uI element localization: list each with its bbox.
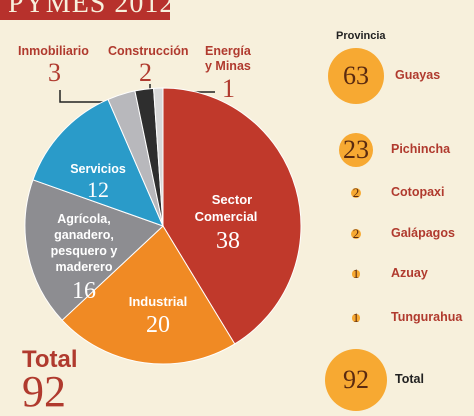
value-comercial: 38 [216,228,240,254]
label-energia-line2: y Minas [205,59,251,73]
provincia-circle-4: 1 [352,266,360,281]
provincia-name-4: Azuay [391,266,428,280]
value-construccion: 2 [139,58,152,87]
label-industrial: Industrial [129,294,188,309]
total-label: Total [22,346,78,373]
provincia-circle-3: 2 [351,225,361,241]
value-industrial: 20 [146,312,170,338]
value-agricola: 16 [72,278,96,304]
header-band: PYMES 2012 [0,0,170,20]
label-servicios: Servicios [70,162,126,176]
provincia-circle-2: 2 [351,184,361,200]
value-inmobiliario: 3 [48,58,61,87]
header-title: PYMES 2012 [8,0,170,19]
label-agricola-line1: Agrícola, [57,212,111,226]
label-comercial-line2: Comercial [195,209,258,224]
provincia-circle-6: 92 [325,349,387,411]
label-inmobiliario: Inmobiliario [18,44,89,58]
pie-chart: Sector Comercial 38 Industrial 20 Agríco… [24,84,302,365]
provincia-name-3: Galápagos [391,226,455,240]
provincia-name-1: Pichincha [391,142,451,156]
label-construccion: Construcción [108,44,189,58]
label-agricola-line4: maderero [56,260,113,274]
pie-slice-3 [32,98,164,227]
provincia-name-0: Guayas [395,68,441,82]
provincia-circle-0: 63 [328,48,384,104]
pie-slice-2 [24,179,164,321]
pie-slice-6 [153,87,164,227]
label-agricola-line2: ganadero, [54,228,114,242]
provincia-circle-5: 1 [352,310,360,325]
label-energia-line1: Energía [205,44,251,58]
provincia-title: Provincia [336,30,386,42]
provincia-name-6: Total [395,372,424,386]
label-agricola-line3: pesquero y [51,244,118,258]
total-value: 92 [22,367,66,416]
pie-slice-0 [162,87,302,345]
label-comercial-line1: Sector [212,192,252,207]
value-servicios: 12 [87,177,109,202]
provincia-name-2: Cotopaxi [391,185,445,199]
provincia-circle-1: 23 [339,133,373,167]
provincia-name-5: Tungurahua [391,310,463,324]
pie-slice-1 [61,225,236,365]
value-energia: 1 [222,74,235,103]
